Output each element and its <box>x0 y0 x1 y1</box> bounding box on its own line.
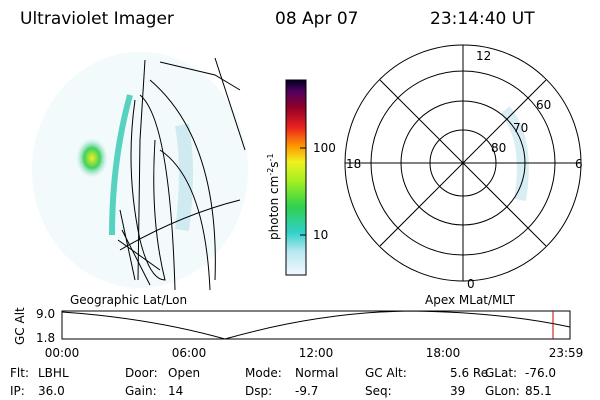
auroral-arc <box>109 94 133 236</box>
x-tick-label: 12:00 <box>299 346 334 360</box>
label-exp: -2 <box>266 168 275 176</box>
field-value: Normal <box>295 366 338 380</box>
field-value: 5.6 Re <box>450 366 488 380</box>
field-label: GLat: <box>485 366 517 380</box>
field-value: -76.0 <box>525 366 556 380</box>
field-value: 85.1 <box>525 384 552 398</box>
label-base: photon cm <box>267 176 281 240</box>
auroral-image <box>32 52 248 291</box>
instrument: Ultraviolet Imager <box>20 9 174 29</box>
colorbar-tick-label: 10 <box>313 228 328 242</box>
x-tick-label: 18:00 <box>426 346 461 360</box>
x-tick-label: 06:00 <box>172 346 207 360</box>
field-label: Mode: <box>245 366 282 380</box>
field-label: Dsp: <box>245 384 272 398</box>
map-grid <box>117 57 246 291</box>
field-value: 39 <box>450 384 465 398</box>
footer: Flt: LBHL Door: Open Mode: Normal GC Alt: 5.6 R… <box>10 366 556 398</box>
field-label: Seq: <box>365 384 392 398</box>
colorbar <box>285 79 307 276</box>
colorbar-tick-label: 100 <box>313 141 336 155</box>
bright-spot <box>76 138 108 178</box>
label-exp: -1 <box>266 153 275 161</box>
field-value: 14 <box>168 384 183 398</box>
x-tick-label: 23:59 <box>549 346 584 360</box>
altitude-curve <box>61 310 571 340</box>
lat-label: 70 <box>513 121 528 135</box>
field-label: Flt: <box>10 366 29 380</box>
plot-title: Geographic Lat/Lon <box>70 293 187 307</box>
colorbar-label: photon cm-2s-1 <box>266 153 281 240</box>
mlt-label: 6 <box>575 157 583 171</box>
y-tick-label: 9.0 <box>36 307 55 321</box>
mlt-label: 18 <box>346 157 361 171</box>
y-tick-label: 1.8 <box>36 331 55 345</box>
x-tick-label: 00:00 <box>45 346 80 360</box>
polar-grid <box>344 44 582 282</box>
date: 08 Apr 07 <box>275 9 358 29</box>
field-label: GLon: <box>485 384 520 398</box>
field-label: Gain: <box>125 384 157 398</box>
field-value: 36.0 <box>38 384 65 398</box>
plot-frame <box>61 310 571 340</box>
time: 23:14:40 UT <box>430 9 535 29</box>
mlt-label: 0 <box>467 277 475 291</box>
plot-title: Apex MLat/MLT <box>425 293 515 307</box>
mlt-label: 12 <box>476 49 491 63</box>
lat-label: 60 <box>536 98 551 112</box>
field-label: Door: <box>125 366 158 380</box>
label-unit: s <box>267 161 281 167</box>
field-label: GC Alt: <box>365 366 407 380</box>
lat-label: 80 <box>491 141 506 155</box>
field-value: -9.7 <box>295 384 318 398</box>
diffuse-arc <box>175 123 193 231</box>
field-label: IP: <box>10 384 25 398</box>
y-axis-label: GC Alt <box>13 307 27 345</box>
field-value: Open <box>168 366 200 380</box>
field-value: LBHL <box>38 366 69 380</box>
